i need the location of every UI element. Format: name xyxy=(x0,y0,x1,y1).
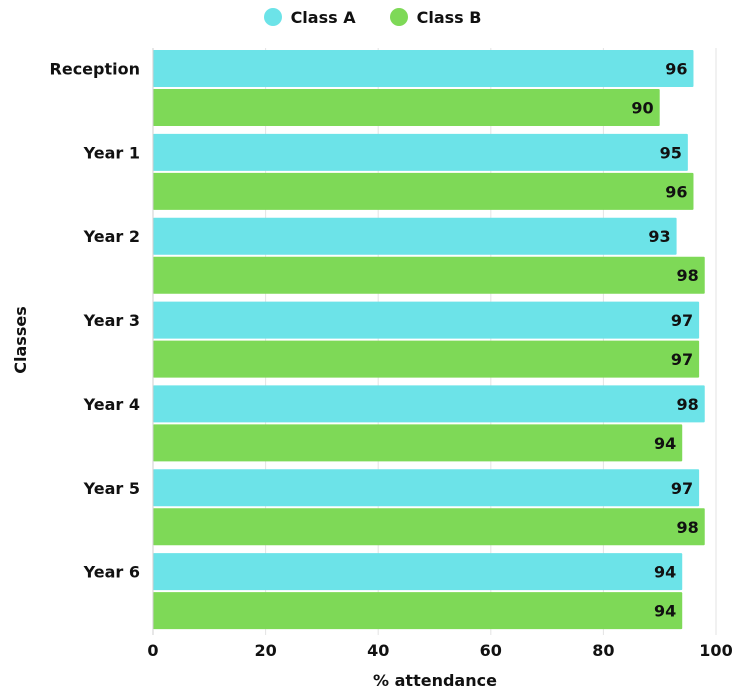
bar-class-a xyxy=(153,553,683,591)
bar-class-a xyxy=(153,133,688,171)
legend-label-class-a: Class A xyxy=(290,7,356,27)
data-label: 90 xyxy=(631,99,653,118)
x-tick-label: 100 xyxy=(699,641,732,660)
axes: 0 20 40 60 80 100 Reception Year 1 Year 2 Year 3 Y… xyxy=(50,48,733,660)
bar-class-a xyxy=(153,385,705,423)
x-tick-label: 0 xyxy=(147,641,158,660)
bar-class-b xyxy=(153,256,705,294)
legend-item-class-b: Class B xyxy=(389,7,482,27)
data-label: 96 xyxy=(665,182,687,201)
x-tick-label: 40 xyxy=(367,641,389,660)
data-label: 96 xyxy=(665,60,687,79)
y-tick-label: Year 3 xyxy=(83,311,140,330)
bar-class-b xyxy=(153,340,700,378)
bar-class-a xyxy=(153,50,694,87)
data-label: 98 xyxy=(676,518,698,537)
data-label: 94 xyxy=(654,602,676,621)
bar-class-a xyxy=(153,217,677,255)
x-tick-label: 60 xyxy=(480,641,502,660)
data-label: 97 xyxy=(671,350,693,369)
data-label: 97 xyxy=(671,479,693,498)
bar-class-b xyxy=(153,172,694,210)
y-tick-label: Year 5 xyxy=(83,479,140,498)
y-axis-title: Classes xyxy=(11,306,30,373)
x-tick-label: 20 xyxy=(254,641,276,660)
data-label: 98 xyxy=(676,266,698,285)
x-axis-title: % attendance xyxy=(373,671,497,690)
bar-class-b xyxy=(153,424,683,462)
legend: Class A Class B xyxy=(0,5,745,29)
legend-item-class-a: Class A xyxy=(263,7,356,27)
y-tick-label: Year 4 xyxy=(83,395,140,414)
x-tick-label: 80 xyxy=(592,641,614,660)
data-labels: 96 90 95 96 93 98 97 97 98 94 97 98 94 94 xyxy=(631,60,698,621)
data-label: 98 xyxy=(676,395,698,414)
bar-class-b xyxy=(153,89,660,126)
bar-class-a xyxy=(153,301,700,339)
legend-swatch-class-a xyxy=(263,8,282,26)
y-tick-label: Year 1 xyxy=(83,143,140,162)
data-label: 93 xyxy=(648,227,670,246)
bar-class-b xyxy=(153,508,705,546)
legend-swatch-class-b xyxy=(389,8,408,26)
y-tick-label: Year 6 xyxy=(83,563,140,582)
bar-class-b xyxy=(153,592,683,630)
data-label: 97 xyxy=(671,311,693,330)
legend-label-class-b: Class B xyxy=(416,7,482,27)
data-label: 94 xyxy=(654,563,676,582)
y-tick-label: Year 2 xyxy=(83,227,140,246)
data-label: 94 xyxy=(654,434,676,453)
bars xyxy=(153,50,705,630)
y-tick-label: Reception xyxy=(50,60,140,79)
data-label: 95 xyxy=(660,143,682,162)
bar-class-a xyxy=(153,469,700,507)
